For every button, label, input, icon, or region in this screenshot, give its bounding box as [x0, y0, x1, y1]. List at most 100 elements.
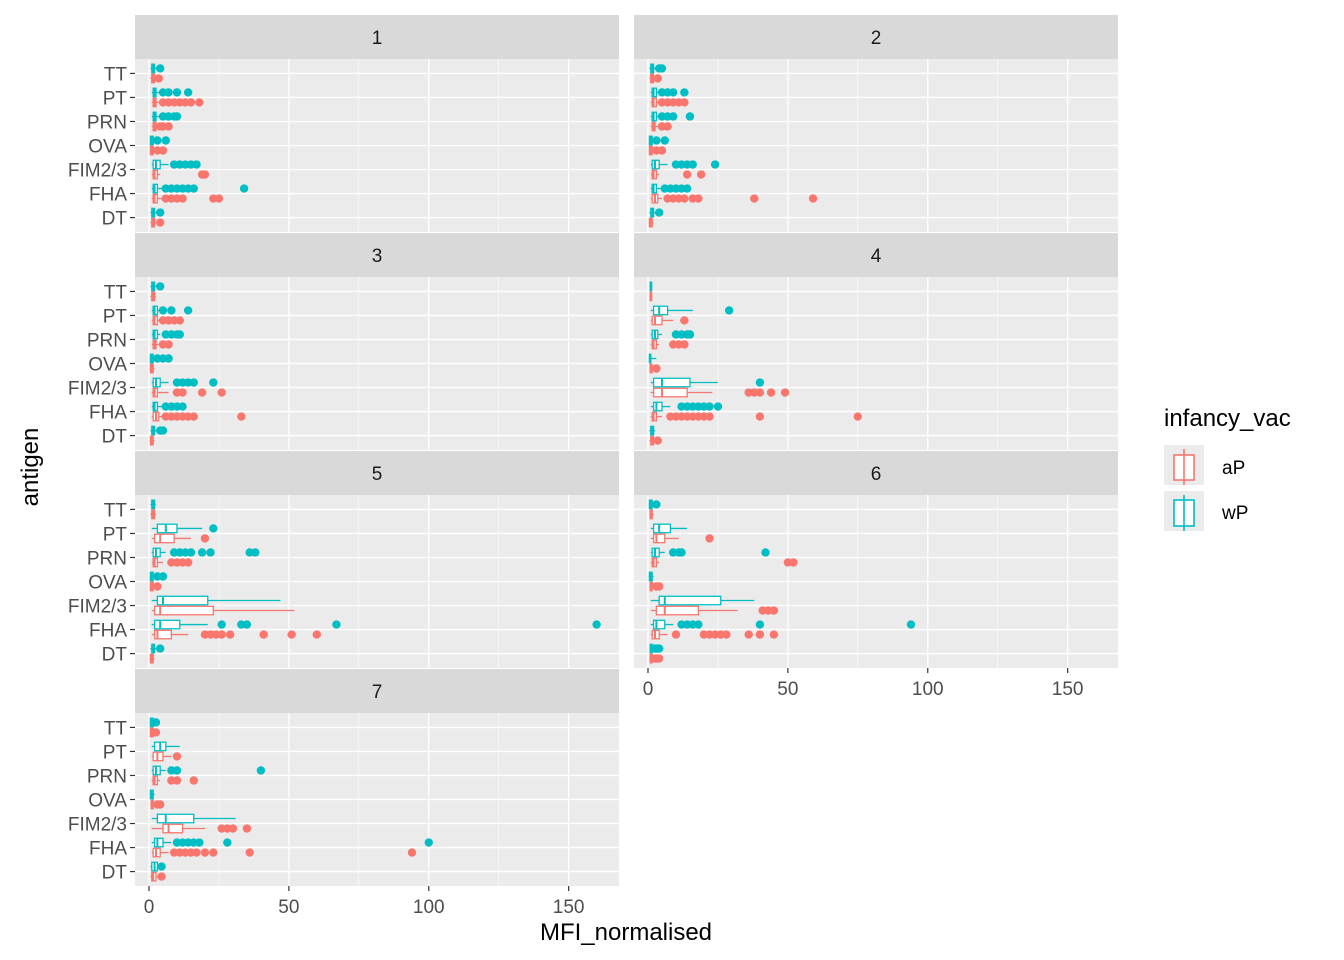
x-tick-label: 100 [413, 897, 445, 918]
box-ova-ap [149, 581, 162, 592]
outlier-point [189, 184, 198, 193]
box-iqr [153, 533, 175, 544]
box-ova-wp [149, 135, 170, 146]
outlier-point [652, 364, 661, 373]
box-tt-ap [649, 73, 662, 84]
outlier-point [251, 548, 260, 557]
outlier-point [172, 88, 182, 97]
box-pt-wp [151, 87, 193, 98]
box-fim2-3-ap [650, 387, 790, 398]
outlier-point [172, 752, 182, 761]
box-fim2-3-ap [650, 169, 706, 180]
facet-strip-label: 3 [372, 246, 383, 267]
box-dt-wp [150, 207, 165, 218]
outlier-point [906, 620, 916, 629]
box-prn-ap [151, 557, 193, 568]
box-prn-ap [151, 775, 198, 786]
y-tick-label: FHA [89, 403, 127, 424]
y-tick-label: FIM2/3 [68, 815, 127, 836]
box-pt-wp [151, 305, 193, 316]
box-pt-ap [151, 97, 204, 108]
y-tick-label: OVA [88, 137, 127, 158]
facet-strip [135, 15, 619, 59]
outlier-point [151, 728, 161, 737]
outlier-point [654, 654, 664, 663]
box-prn-wp [650, 547, 770, 558]
x-tick-label: 150 [553, 897, 585, 918]
box-fim2-3-wp [151, 159, 201, 170]
outlier-point [157, 862, 166, 871]
box-prn-ap [650, 121, 672, 132]
facet-strip-label: 7 [372, 682, 383, 703]
outlier-point [164, 88, 173, 97]
outlier-point [660, 136, 669, 145]
box-tt-ap [649, 509, 654, 520]
box-fim2-3-ap [151, 169, 210, 180]
box-tt-wp [649, 281, 653, 292]
outlier-point [155, 64, 165, 73]
outlier-point [592, 620, 601, 629]
outlier-point [694, 194, 703, 203]
outlier-point [789, 558, 798, 567]
box-fha-ap [151, 847, 417, 858]
y-tick-label: FIM2/3 [68, 379, 127, 400]
facet-panel-3: 3 DT FHA FIM2/3 OVA PRN PT TT [68, 233, 619, 450]
y-tick-label: OVA [88, 573, 127, 594]
y-tick-label: PT [103, 524, 128, 545]
outlier-point [217, 620, 226, 629]
box-pt-wp [151, 523, 218, 534]
y-tick-label: PT [103, 88, 128, 109]
facet-strip [634, 15, 1118, 59]
outlier-point [657, 64, 667, 73]
outlier-point [183, 558, 193, 567]
outlier-point [663, 122, 672, 131]
y-tick-label: OVA [88, 355, 127, 376]
box-iqr [652, 387, 688, 398]
facet-panel-7: 7 DT FHA FIM2/3 OVA PRN PT TT 0 50 100 150 [68, 669, 619, 918]
outlier-point [312, 630, 322, 639]
outlier-point [209, 848, 218, 857]
outlier-point [192, 160, 201, 169]
box-iqr [652, 523, 672, 534]
outlier-point [155, 208, 165, 217]
outlier-point [710, 160, 720, 169]
box-fim2-3-wp [650, 595, 755, 606]
box-iqr [655, 605, 699, 616]
box-fim2-3-ap [151, 605, 295, 616]
box-ova-ap [149, 363, 155, 374]
box-fha-wp [151, 619, 601, 630]
y-tick-label: PRN [87, 330, 127, 351]
box-iqr [153, 605, 214, 616]
x-tick-label: 50 [278, 897, 299, 918]
box-ova-ap [150, 799, 165, 810]
box-fha-ap [650, 629, 779, 640]
box-pt-ap [151, 751, 182, 762]
y-tick-label: FIM2/3 [68, 597, 127, 618]
outlier-point [750, 194, 759, 203]
legend-key-ap: aP [1164, 445, 1245, 485]
box-fha-wp [650, 619, 916, 630]
outlier-point [155, 218, 165, 227]
outlier-point [654, 208, 664, 217]
box-iqr [651, 315, 663, 326]
x-tick-label: 0 [643, 679, 654, 700]
outlier-point [172, 112, 182, 121]
facet-strip [135, 451, 619, 495]
outlier-point [178, 402, 187, 411]
outlier-point [167, 306, 176, 315]
outlier-point [155, 644, 165, 653]
outlier-point [769, 606, 779, 615]
box-pt-ap [151, 315, 184, 326]
box-fim2-3-wp [650, 159, 720, 170]
box-tt-ap [150, 73, 163, 84]
outlier-point [175, 330, 184, 339]
outlier-point [209, 378, 218, 387]
outlier-point [671, 630, 681, 639]
outlier-point [192, 848, 201, 857]
outlier-point [755, 620, 765, 629]
box-dt-ap [649, 653, 664, 664]
box-ova-ap [649, 581, 664, 592]
box-fim2-3-ap [650, 605, 779, 616]
outlier-point [668, 88, 678, 97]
outlier-point [158, 426, 168, 435]
